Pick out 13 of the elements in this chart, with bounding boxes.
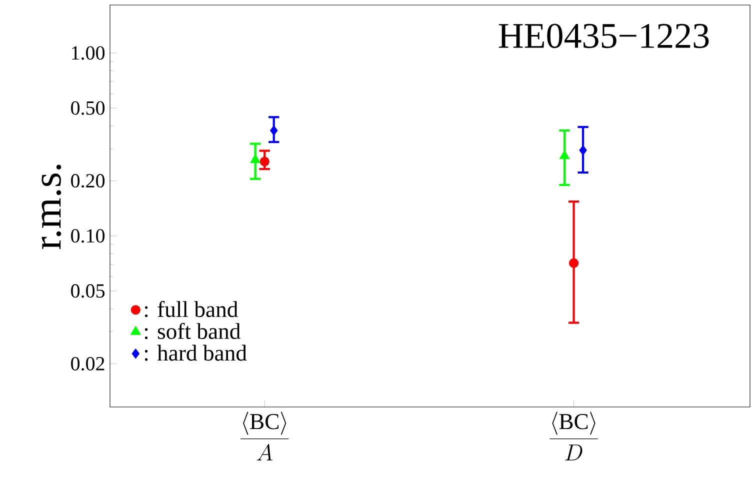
y-tick-label: 0.20: [71, 174, 105, 188]
y-tick-label: 0.10: [71, 229, 105, 243]
legend-label: : full band: [144, 300, 238, 318]
y-axis-title: r.m.s.: [42, 164, 62, 250]
y-tick-label: 0.50: [71, 101, 105, 115]
x-tick-label: $\frac{\langle \mathrm{BC}\rangle}{A}$: [240, 412, 289, 460]
legend-label: : hard band: [144, 344, 247, 361]
y-tick-label: 1.00: [72, 46, 105, 60]
legend-label: : soft band: [144, 322, 240, 340]
y-tick-label: 0.05: [71, 284, 105, 298]
y-tick-label: 0.02: [71, 356, 104, 371]
annotation: HE0435−1223: [498, 24, 709, 48]
x-tick-label: $\frac{\langle \mathrm{BC}\rangle}{D}$: [550, 412, 598, 460]
